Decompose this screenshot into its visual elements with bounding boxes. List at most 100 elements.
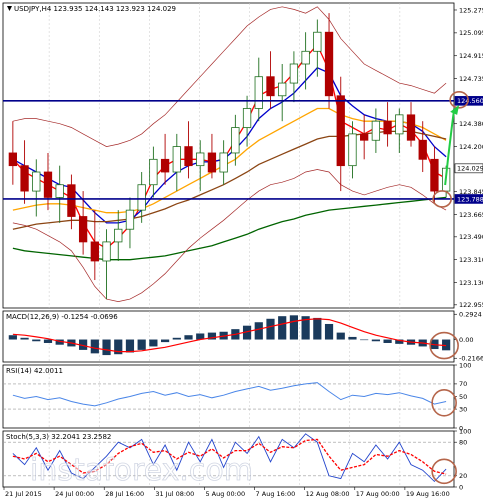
candle-body — [20, 165, 29, 192]
candle-body — [78, 216, 88, 243]
support-circle — [432, 190, 452, 208]
arrowhead-icon — [450, 104, 460, 115]
macd-tick-label: 0.00 — [459, 336, 473, 344]
rsi-line — [12, 382, 447, 407]
candle-body — [348, 133, 357, 167]
candle-body — [207, 152, 217, 173]
indicator-line-1 — [12, 67, 447, 224]
macd-bar — [395, 339, 404, 344]
candle-body — [313, 31, 322, 52]
indicator-line-2 — [12, 107, 447, 214]
price-tick-label: 123.490 — [459, 233, 483, 241]
candle-body — [8, 152, 18, 167]
rsi-tick-label: 30 — [459, 405, 467, 413]
candle-body — [114, 228, 123, 243]
macd-bar — [90, 339, 99, 354]
macd-bar — [114, 339, 123, 355]
price-tick-label: 122.955 — [459, 301, 483, 309]
rsi-panel: 100 70 50 30 0 RSI(14) 42.0011 — [2, 361, 471, 432]
candle-body — [383, 120, 392, 135]
macd-bar — [125, 339, 135, 353]
price-title: USDJPY,H4 123.935 124.143 123.923 124.02… — [14, 5, 176, 13]
macd-bar — [289, 315, 299, 340]
macd-bar — [360, 339, 369, 341]
indicator-line-5 — [12, 6, 447, 147]
candle-body — [184, 146, 193, 167]
indicator-line-0 — [12, 43, 447, 250]
indicator-line-6 — [12, 169, 447, 302]
price-tag-label: 124.560 — [457, 97, 483, 105]
candle-body — [242, 108, 252, 128]
macd-bar — [242, 325, 252, 340]
candle-body — [418, 139, 427, 160]
price-tick-label: 124.200 — [459, 143, 483, 151]
macd-bar — [313, 317, 322, 340]
macd-panel: 0.2924 0.00 -0.2166 MACD(12,26,9) -0.1254 -… — [2, 311, 483, 363]
macd-bar — [55, 339, 64, 345]
macd-bar — [172, 337, 181, 340]
macd-bar — [160, 339, 170, 343]
candle-body — [32, 171, 41, 192]
macd-bar — [102, 339, 111, 356]
price-tick-label: 125.275 — [459, 6, 483, 14]
up-arrow-icon — [444, 108, 456, 186]
rsi-title: RSI(14) 42.0011 — [6, 367, 63, 375]
price-tick-label: 123.845 — [459, 188, 483, 196]
annotations — [429, 91, 469, 485]
indicator-line-3 — [12, 130, 447, 230]
candle-body — [137, 184, 146, 211]
macd-bar — [442, 339, 451, 351]
candle-body — [149, 158, 158, 186]
macd-bar — [254, 322, 263, 340]
price-tag-label: 124.029 — [457, 165, 483, 173]
candle-body — [102, 241, 111, 262]
candle-body — [172, 146, 181, 173]
candle-body — [67, 184, 76, 217]
macd-tick-label: 0.2924 — [459, 311, 482, 319]
candle-body — [289, 63, 299, 84]
candle-body — [406, 114, 416, 141]
macd-bar — [336, 332, 345, 340]
time-tick-label: 7 Aug 16:00 — [256, 490, 296, 498]
stoch-frame — [2, 430, 455, 488]
candle-body — [231, 127, 240, 154]
rsi-tick-label: 100 — [459, 361, 471, 369]
triangle-icon — [7, 6, 12, 11]
price-tag-label: 123.788 — [457, 195, 483, 203]
stoch-circle — [431, 458, 457, 485]
macd-bar — [278, 316, 287, 340]
time-tick-label: 5 Aug 00:00 — [205, 490, 245, 498]
macd-bar — [371, 339, 380, 342]
macd-bar — [184, 335, 193, 340]
stoch-tick-label: 20 — [459, 472, 467, 480]
macd-bar — [196, 333, 205, 340]
rsi-tick-label: 70 — [459, 380, 467, 388]
indicator-line-4 — [12, 196, 447, 261]
macd-bar — [348, 336, 357, 340]
time-tick-label: 12 Aug 08:00 — [306, 490, 350, 498]
price-tag-box — [454, 96, 483, 106]
stoch-tick-label: 0 — [459, 483, 463, 491]
candle-body — [219, 152, 228, 173]
macd-bar — [266, 318, 275, 340]
candle-body — [324, 31, 334, 97]
time-axis: 21 Jul 2015 24 Jul 00:00 28 Jul 16:00 31 Ju… — [3, 487, 450, 498]
stoch-title: Stoch(5,3,3) 32.2041 23.2582 — [6, 433, 111, 441]
macd-tick-label: -0.2166 — [459, 355, 483, 363]
stoch-tick-label: 80 — [459, 439, 467, 447]
candle-body — [278, 82, 287, 97]
candle-body — [371, 120, 381, 141]
candle-body — [301, 50, 310, 65]
macd-bar — [79, 339, 88, 350]
macd-bar — [20, 337, 29, 340]
stoch-tick-label: 100 — [459, 427, 471, 435]
rsi-frame — [2, 364, 455, 429]
candle-body — [125, 209, 135, 230]
candle-body — [90, 241, 99, 262]
candle-body — [160, 158, 170, 173]
candle-body — [254, 76, 263, 109]
macd-bar — [43, 339, 53, 343]
price-tick-label: 124.915 — [459, 52, 483, 60]
macd-bar — [8, 335, 17, 340]
